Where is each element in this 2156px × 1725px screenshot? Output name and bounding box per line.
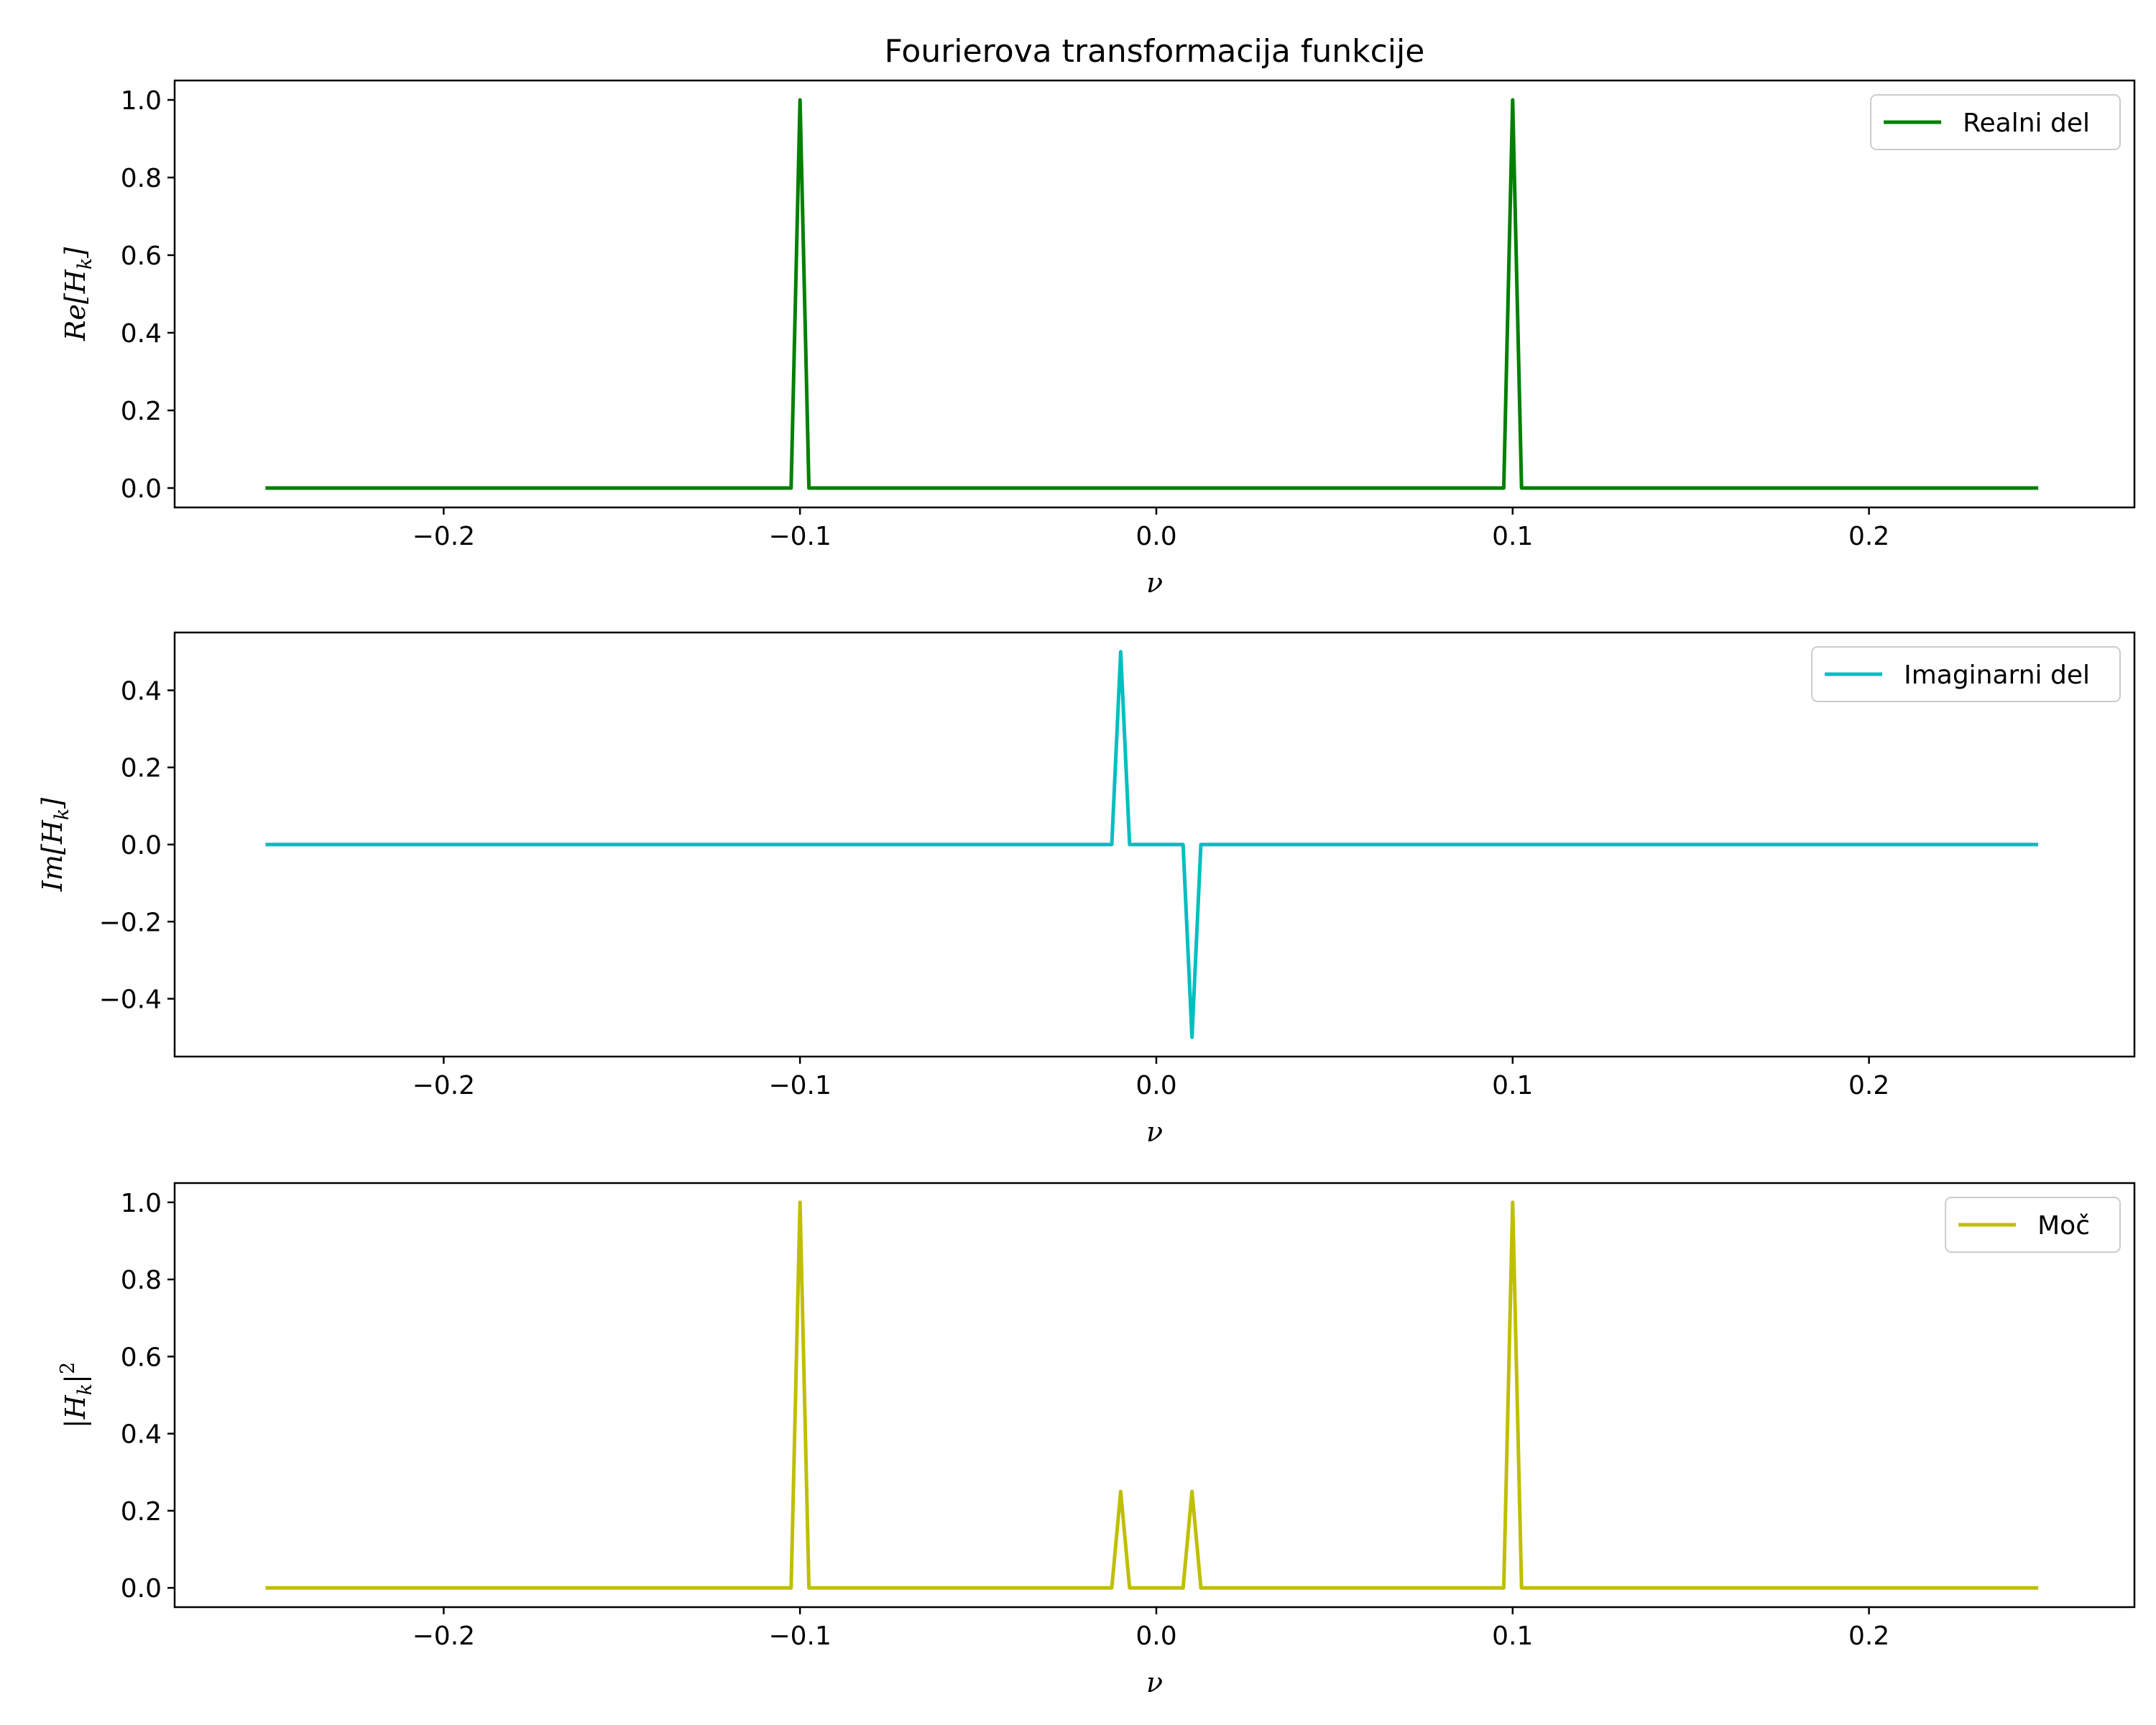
y-tick-label: 0.8 — [121, 1266, 162, 1295]
y-tick-label: 0.0 — [121, 1574, 162, 1604]
x-tick-label: −0.2 — [413, 1622, 475, 1651]
x-tick-label: 0.2 — [1848, 522, 1889, 551]
y-tick-label: −0.2 — [99, 908, 162, 937]
y-tick-label: 1.0 — [121, 1189, 162, 1218]
y-tick-label: 0.2 — [121, 1497, 162, 1527]
legend-box — [1811, 646, 2121, 702]
axes-frame — [173, 79, 2136, 509]
subplot-3: −0.2 −0.1 0.0 0.1 0.2 0.0 0.2 0.4 0.6 0.8 1.0 ν |Hk|… — [57, 1182, 2136, 1698]
series-line-1 — [265, 650, 2039, 1039]
legend-label: Realni del — [1963, 109, 2090, 138]
x-tick-label: −0.1 — [768, 1071, 831, 1100]
y-tick-label: −0.4 — [99, 985, 162, 1015]
y-axis-label-sub: k — [51, 809, 73, 820]
x-tick-label: −0.1 — [768, 1622, 831, 1651]
x-axis-label: ν — [1146, 567, 1163, 599]
y-tick-label: 1.0 — [121, 86, 162, 116]
y-tick-label: 0.2 — [121, 397, 162, 426]
y-axis-label-sup: 2 — [57, 1362, 79, 1374]
x-tick-label: 0.0 — [1135, 522, 1176, 551]
legend-box — [1945, 1197, 2121, 1253]
chart-title: Fourierova transformacija funkcije — [885, 33, 1425, 70]
subplot-1: Fourierova transformacija funkcije −0.2 −0… — [60, 33, 2136, 599]
x-tick-label: 0.2 — [1848, 1622, 1889, 1651]
x-tick-label: 0.1 — [1492, 1622, 1533, 1651]
y-tick-label: 0.4 — [121, 676, 162, 706]
x-tick-label: −0.2 — [413, 1071, 475, 1100]
y-axis-label-base: |H — [60, 1394, 91, 1428]
plots: Fourierova transformacija funkcije−0.2 −0… — [37, 33, 2136, 1698]
x-tick-label: −0.1 — [768, 522, 831, 551]
x-tick-label: 0.2 — [1848, 1071, 1889, 1100]
series-line-1 — [265, 98, 2039, 490]
y-axis-label-base: Re[H — [60, 269, 91, 341]
y-axis-label-tail: ] — [37, 798, 68, 809]
y-axis-label-tail: | — [60, 1374, 91, 1384]
x-axis-label: ν — [1146, 1667, 1163, 1698]
legend-box — [1870, 94, 2121, 150]
y-axis-label: Re[Hk] — [60, 247, 96, 341]
y-tick-label: 0.2 — [121, 754, 162, 783]
y-axis-label-sub: k — [74, 1384, 96, 1395]
y-axis-label: |Hk|2 — [57, 1362, 96, 1428]
y-axis-label-sub: k — [74, 258, 96, 270]
y-tick-label: 0.8 — [121, 164, 162, 193]
x-tick-label: 0.0 — [1135, 1071, 1176, 1100]
legend-label: Moč — [2037, 1211, 2090, 1241]
subplot-2: −0.2 −0.1 0.0 0.1 0.2 −0.4 −0.2 0.0 0.2 0.4 ν Im[Hk… — [37, 631, 2136, 1148]
x-tick-label: 0.1 — [1492, 1071, 1533, 1100]
y-tick-label: 0.6 — [121, 242, 162, 271]
y-axis-label: Im[Hk] — [37, 798, 73, 892]
x-tick-label: −0.2 — [413, 522, 475, 551]
legend: Imaginarni del — [1811, 646, 2121, 702]
y-tick-label: 0.0 — [121, 831, 162, 860]
y-tick-label: 0.0 — [121, 474, 162, 504]
x-tick-label: 0.1 — [1492, 522, 1533, 551]
y-tick-label: 0.6 — [121, 1343, 162, 1372]
legend: Moč — [1945, 1197, 2121, 1253]
y-axis-label-base: Im[H — [37, 819, 68, 892]
x-axis-label: ν — [1146, 1116, 1163, 1148]
series-line-1 — [265, 1200, 2039, 1590]
legend: Realni del — [1870, 94, 2121, 150]
y-tick-label: 0.4 — [121, 1420, 162, 1450]
axes-frame — [173, 1182, 2136, 1609]
y-axis-label-tail: ] — [60, 247, 91, 259]
x-tick-label: 0.0 — [1135, 1622, 1176, 1651]
y-tick-label: 0.4 — [121, 319, 162, 349]
legend-label: Imaginarni del — [1904, 661, 2090, 690]
